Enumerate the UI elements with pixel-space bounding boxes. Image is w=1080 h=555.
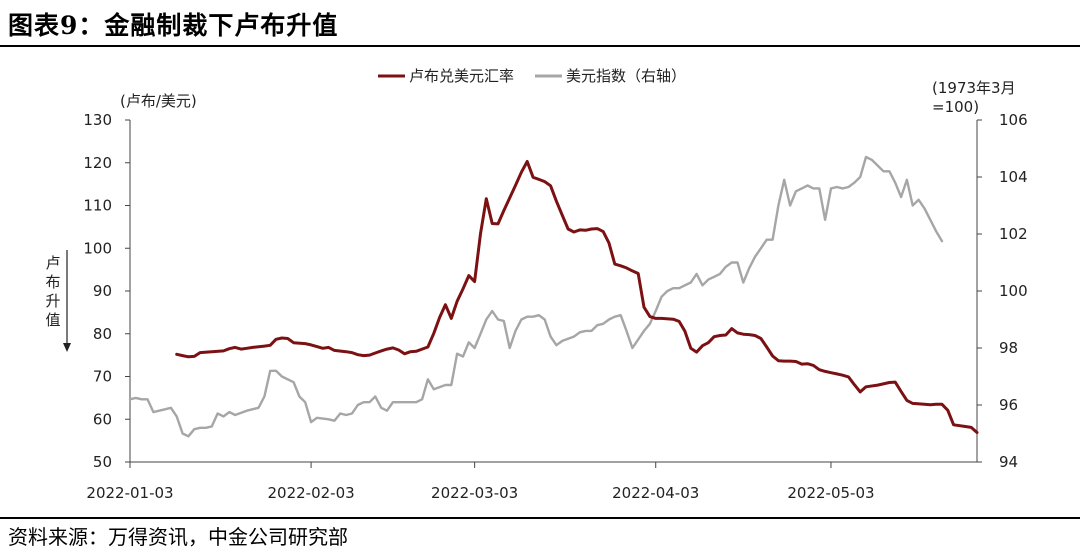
x-tick-label: 2022-04-03 xyxy=(612,484,699,502)
left-tick-label: 130 xyxy=(83,111,112,129)
left-tick-label: 60 xyxy=(93,410,112,428)
appreciation-annotation: 卢布升值 xyxy=(45,250,71,352)
legend-label: 卢布兑美元汇率 xyxy=(409,67,514,85)
annotation-char: 值 xyxy=(45,311,60,329)
series-group xyxy=(128,155,979,438)
right-axis-label-line2: =100) xyxy=(932,98,979,116)
series-line-dollar-index xyxy=(128,155,944,438)
x-tick-label: 2022-03-03 xyxy=(431,484,518,502)
annotation-char: 升 xyxy=(45,292,60,310)
source-note: 资料来源：万得资讯，中金公司研究部 xyxy=(8,525,348,549)
right-tick-label: 104 xyxy=(999,168,1028,186)
left-tick-label: 120 xyxy=(83,154,112,172)
legend: 卢布兑美元汇率 美元指数（右轴） xyxy=(378,67,686,85)
left-tick-label: 70 xyxy=(93,368,112,386)
right-tick-label: 100 xyxy=(999,282,1028,300)
x-tick-label: 2022-02-03 xyxy=(267,484,354,502)
right-tick-label: 102 xyxy=(999,225,1028,243)
x-tick-label: 2022-05-03 xyxy=(787,484,874,502)
right-tick-label: 106 xyxy=(999,111,1028,129)
left-tick-label: 100 xyxy=(83,239,112,257)
left-tick-label: 110 xyxy=(83,197,112,215)
left-axis-label: (卢布/美元) xyxy=(120,92,197,110)
legend-label: 美元指数（右轴） xyxy=(566,67,686,85)
annotation-char: 布 xyxy=(45,273,60,291)
series-line-rub-usd xyxy=(175,160,979,434)
right-tick-label: 98 xyxy=(999,339,1018,357)
right-axis-label-line1: (1973年3月 xyxy=(932,79,1016,97)
chart-title: 图表9：金融制裁下卢布升值 xyxy=(8,11,339,40)
annotation-char: 卢 xyxy=(45,254,60,272)
annotation-arrow-head xyxy=(63,343,71,352)
left-tick-label: 80 xyxy=(93,325,112,343)
bottom-rule xyxy=(0,517,1080,519)
right-tick-label: 94 xyxy=(999,453,1018,471)
axes: 50 60 70 80 90 100 110 120 130 94 96 98 100 102 104 106… xyxy=(83,111,1027,502)
right-tick-label: 96 xyxy=(999,396,1018,414)
x-tick-label: 2022-01-03 xyxy=(86,484,173,502)
left-tick-label: 90 xyxy=(93,282,112,300)
left-tick-label: 50 xyxy=(93,453,112,471)
top-rule xyxy=(0,45,1080,47)
